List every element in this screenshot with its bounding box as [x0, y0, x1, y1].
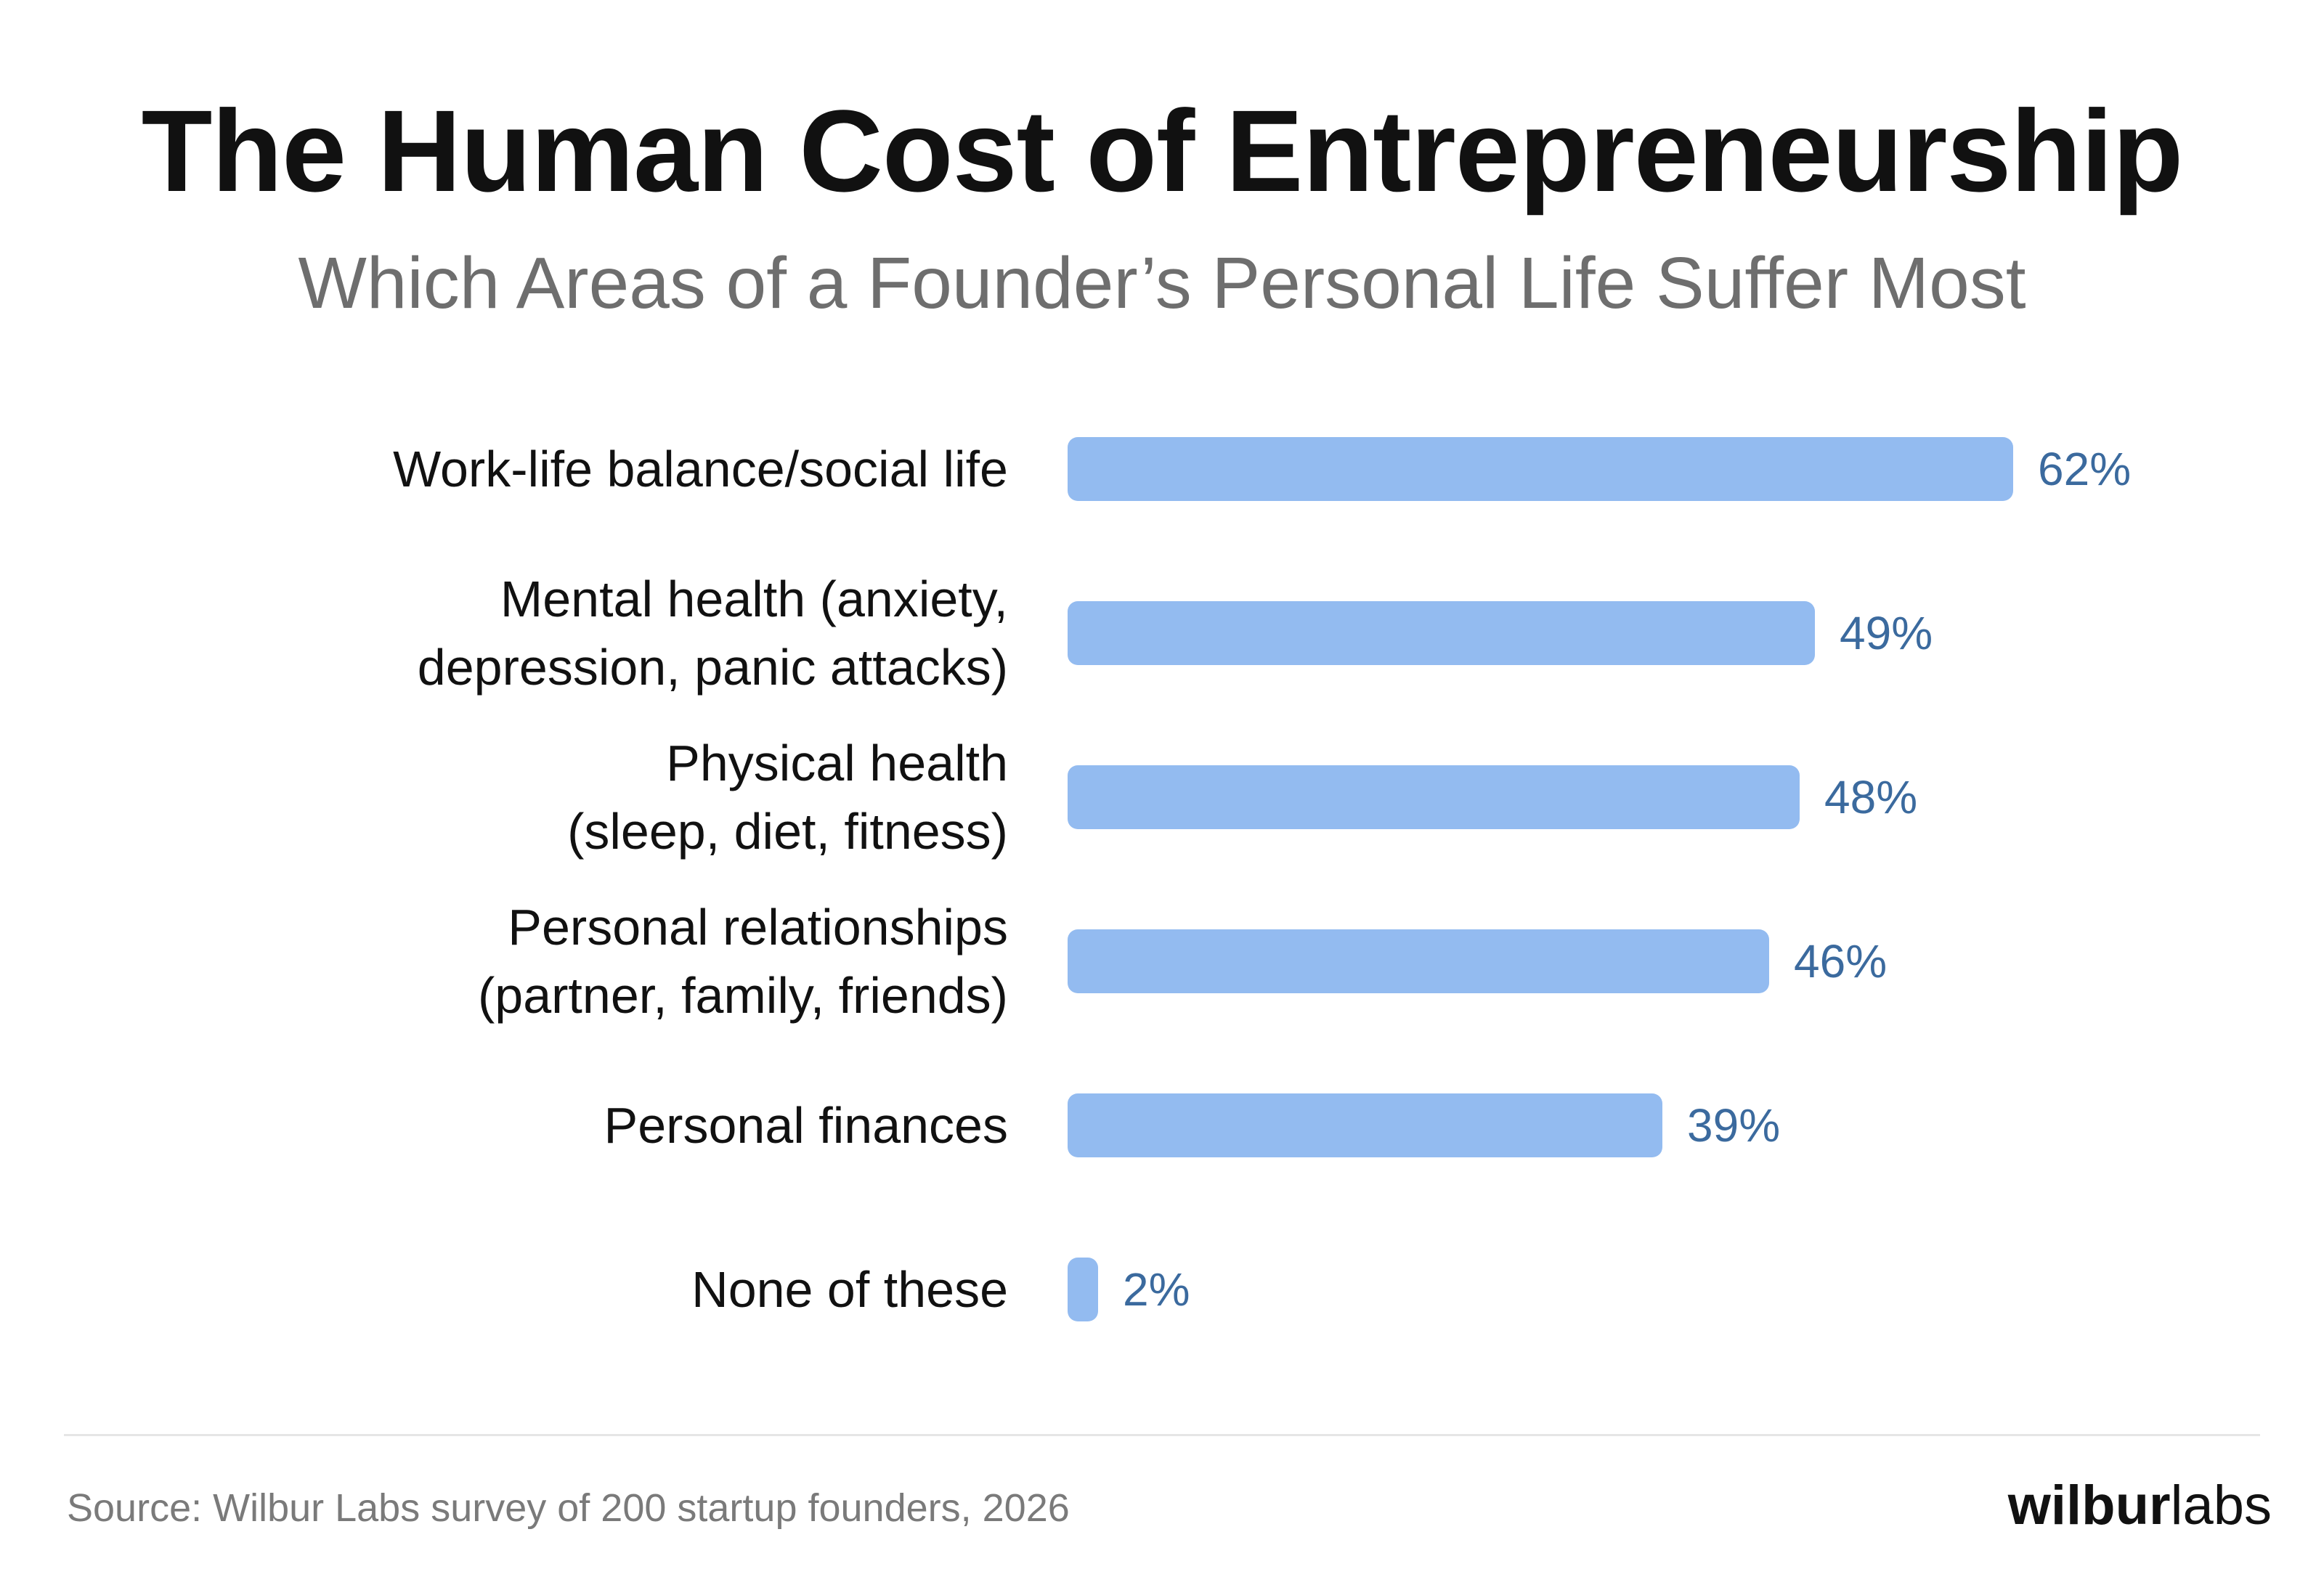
bar — [1068, 601, 1815, 665]
category-label: Mental health (anxiety, — [500, 571, 1008, 627]
bar — [1068, 1093, 1662, 1157]
bar — [1068, 1258, 1098, 1321]
category-label: (partner, family, friends) — [478, 967, 1008, 1024]
bar — [1068, 929, 1769, 993]
logo-wordmark-bold: wilbur — [2007, 1475, 2171, 1536]
category-label: Physical health — [666, 735, 1008, 791]
source-note: Source: Wilbur Labs survey of 200 startu… — [67, 1486, 1070, 1530]
value-label: 39% — [1687, 1099, 1780, 1152]
category-label: None of these — [691, 1261, 1008, 1318]
wilburlabs-logo: wilburlabs — [2008, 1478, 2272, 1533]
value-label: 62% — [2038, 443, 2131, 495]
category-label: Work-life balance/social life — [393, 441, 1008, 497]
value-label: 49% — [1840, 607, 1933, 659]
bar — [1068, 765, 1800, 829]
value-label: 2% — [1123, 1263, 1190, 1316]
logo-wordmark-light: labs — [2170, 1475, 2272, 1536]
chart-subtitle: Which Areas of a Founder’s Personal Life… — [298, 243, 2026, 324]
category-label: (sleep, diet, fitness) — [567, 803, 1008, 860]
category-label: Personal finances — [604, 1097, 1008, 1154]
chart-title: The Human Cost of Entrepreneurship — [141, 86, 2184, 216]
category-label: Personal relationships — [508, 899, 1008, 955]
category-label: depression, panic attacks) — [418, 639, 1008, 696]
value-label: 48% — [1824, 771, 1917, 823]
bar — [1068, 437, 2013, 501]
footer-divider — [64, 1434, 2260, 1436]
value-label: 46% — [1794, 935, 1887, 987]
